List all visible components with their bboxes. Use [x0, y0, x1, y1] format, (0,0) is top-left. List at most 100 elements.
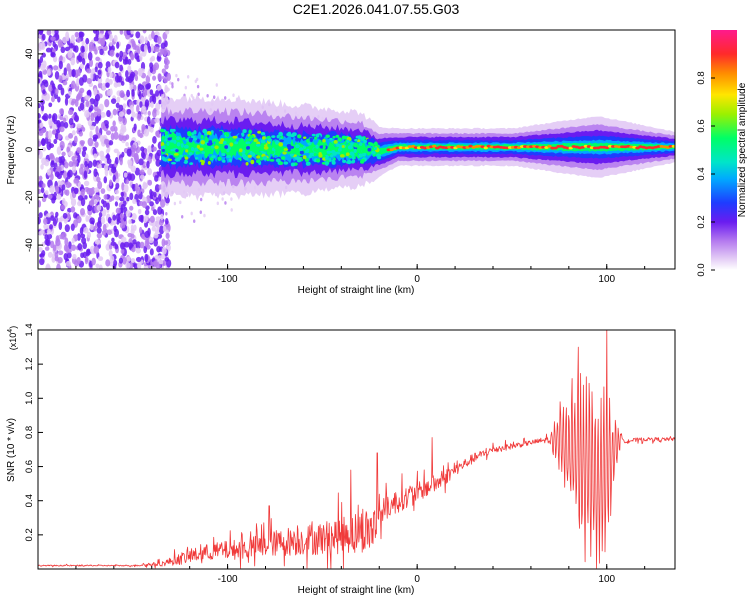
spectrogram-noise-dot — [125, 261, 131, 269]
spectrogram-noise-dot — [151, 30, 155, 39]
spectrogram-noise-dot — [85, 94, 90, 100]
spectrogram-noise-dot — [70, 80, 76, 90]
spectrogram-noise-dot — [93, 168, 98, 178]
spectrogram-band-speckle — [326, 150, 332, 154]
spectrogram-noise-dot — [141, 124, 146, 132]
spectrogram-noise-dot — [47, 251, 53, 258]
spectrogram-band-speckle — [214, 145, 219, 150]
spectrogram-noise-dot — [79, 227, 84, 235]
spectrogram-band-speckle — [190, 147, 195, 151]
spectrogram-noise-dot — [107, 216, 112, 224]
spectrogram-band-speckle — [290, 133, 295, 138]
spectrogram-band-speckle — [347, 145, 353, 150]
spectrogram-noise-dot — [162, 225, 167, 232]
spectrogram-band-speckle — [279, 139, 284, 143]
spectrogram-noise-dot — [95, 125, 99, 135]
spectrogram-band-peak — [483, 146, 488, 150]
spectrogram-noise-dot — [129, 160, 133, 167]
spectrogram-noise-dot — [100, 216, 106, 225]
spectrogram-band-speckle — [255, 159, 261, 164]
spectrogram-noise-dot — [80, 197, 86, 207]
spectrogram-noise-dot — [102, 223, 107, 233]
spectrogram-noise-dot — [54, 132, 59, 140]
spectrogram-noise-dot — [91, 257, 96, 266]
spectrogram-band-speckle — [361, 148, 366, 154]
spectrogram-band-speckle — [207, 160, 211, 165]
spectrogram-noise-dot — [82, 146, 88, 152]
spectrogram-band-speckle — [257, 152, 263, 156]
spectrogram-band-speckle — [166, 141, 170, 146]
spectrogram-band-speckle — [234, 141, 239, 145]
spectrogram-noise-dot — [83, 170, 88, 179]
spectrogram-noise-dot — [98, 33, 104, 39]
spectrogram-noise-dot — [147, 179, 153, 186]
spectrogram-noise-dot — [94, 239, 101, 245]
spectrogram-noise-dot — [78, 77, 84, 86]
spectrogram-noise-dot — [62, 212, 68, 219]
spectrogram-band-speckle — [346, 139, 350, 143]
spectrogram-band-speckle — [247, 137, 253, 142]
spectrogram-noise-dot — [161, 246, 167, 255]
spectrogram-noise-dot — [66, 212, 71, 220]
spectrogram-noise-dot — [89, 58, 94, 68]
spectrogram-noise-dot — [135, 241, 141, 250]
spectrogram-noise-dot — [40, 128, 47, 133]
spectrogram-band-speckle — [250, 159, 255, 165]
spectrogram-band-speckle — [188, 137, 193, 143]
spectrogram-noise-dot — [103, 164, 109, 172]
spectrogram-noise-dot — [97, 61, 103, 69]
spectrogram-band-speckle — [171, 161, 176, 165]
spectrogram-noise-dot — [109, 41, 113, 47]
spectrogram-noise-dot — [77, 182, 82, 188]
spectrogram-noise-dot — [41, 115, 48, 120]
spectrogram-noise-dot — [149, 201, 154, 207]
spectrogram-scatter-dot — [184, 85, 188, 90]
spectrogram-band-speckle — [348, 155, 352, 159]
spectrogram-noise-dot — [62, 80, 68, 86]
spectrogram-noise-dot — [52, 55, 58, 63]
spectrogram-noise-dot — [100, 155, 106, 161]
spectrogram-band-speckle — [253, 138, 258, 143]
spectrogram-band-speckle — [314, 136, 318, 140]
spectrogram-noise-dot — [139, 69, 143, 77]
spectrogram-band-speckle — [274, 146, 279, 150]
spectrogram-noise-dot — [135, 256, 142, 263]
spectrogram-noise-dot — [78, 131, 84, 137]
spectrogram-band-speckle — [200, 134, 204, 140]
spectrogram-band-speckle — [290, 162, 295, 167]
spectrogram-noise-dot — [54, 251, 59, 259]
spectrogram-band-peak — [568, 146, 573, 150]
spectrogram-band-speckle — [206, 142, 212, 146]
spectrogram-noise-dot — [126, 256, 131, 262]
spectrogram-band-speckle — [353, 143, 359, 148]
spectrogram-noise-dot — [44, 190, 49, 196]
colorbar-tick-label: 0.8 — [696, 71, 707, 84]
spectrogram-noise-dot — [158, 219, 164, 226]
spectrogram-band-speckle — [337, 148, 342, 152]
spectrogram-band-speckle — [189, 162, 194, 165]
spectrogram-noise-dot — [106, 202, 110, 211]
spectrogram-noise-dot — [110, 132, 115, 141]
spectrogram-band-speckle — [185, 138, 190, 142]
spectrogram-noise-dot — [52, 65, 59, 71]
spectrogram-noise-dot — [109, 33, 113, 42]
spectrogram-noise-dot — [40, 164, 44, 170]
spectrogram-noise-dot — [40, 104, 45, 112]
spectrogram-band-speckle — [256, 155, 261, 159]
spectrogram-noise-dot — [110, 98, 117, 105]
spectrogram-band-speckle — [245, 141, 251, 145]
spectrogram-scatter-dot — [175, 73, 178, 78]
spectrogram-noise-dot — [93, 198, 98, 205]
spectrogram-noise-dot — [84, 257, 89, 265]
spectrogram-band-speckle — [358, 153, 363, 158]
spectrogram-noise-dot — [118, 257, 124, 264]
spectrogram-noise-dot — [142, 89, 148, 97]
spectrogram-noise-dot — [125, 179, 130, 185]
spectrogram-noise-dot — [114, 157, 119, 165]
spectrogram-band-speckle — [360, 136, 365, 141]
spectrogram-noise-dot — [65, 245, 69, 254]
spectrogram-band-speckle — [169, 155, 174, 159]
spectrogram-band-speckle — [187, 133, 192, 137]
spectrogram-noise-dot — [137, 261, 142, 269]
spectrogram-noise-dot — [41, 137, 46, 146]
